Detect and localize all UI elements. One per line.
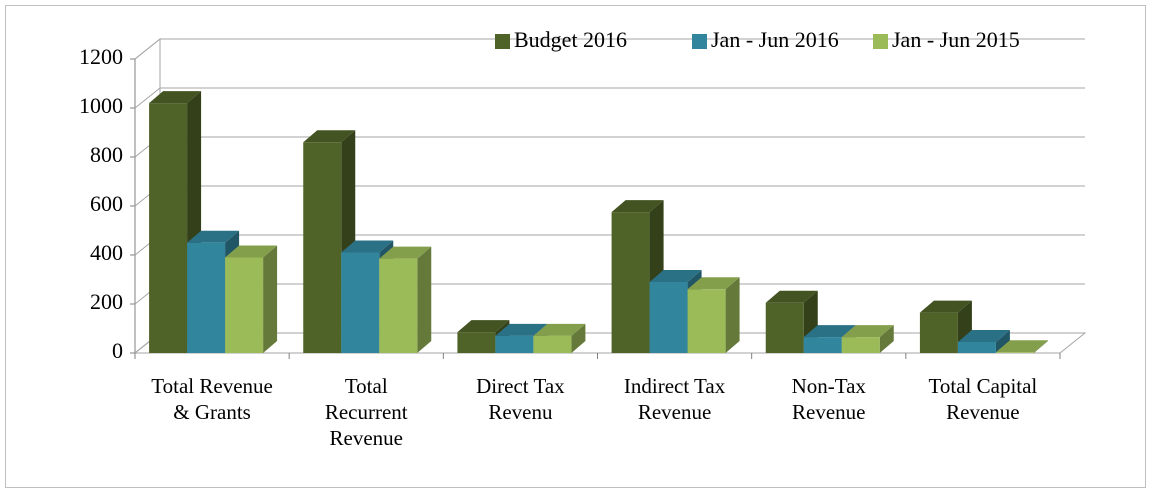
y-tick-label: 200 [90,289,123,314]
bar-front [149,103,188,353]
bar-front [649,281,688,353]
bar-top [649,269,702,282]
y-tick-label: 0 [112,338,123,363]
bar-side [725,277,740,353]
bar-front [919,312,958,353]
bar-side [417,246,432,353]
bar-front [495,335,534,353]
y-tick-label: 600 [90,191,123,216]
bar-top [841,325,894,338]
bar-top [995,340,1048,353]
bar-front [187,242,226,353]
x-tick-label: Total Recurrent Revenue [324,374,408,450]
grid-line [134,87,1085,109]
bar-top [957,329,1010,342]
bar-top [803,325,856,338]
bar [225,245,278,353]
legend-label: Jan - Jun 2015 [892,27,1020,52]
bar-top [187,230,240,243]
bar-top [611,200,664,213]
legend-swatch [873,34,888,49]
legend-label: Jan - Jun 2016 [711,27,839,52]
bar-top [457,320,510,333]
grid-line [134,234,1085,256]
bar-side [879,325,894,353]
bar-front [457,332,496,353]
bar-front [303,142,342,353]
bar-top [341,240,394,253]
x-tick-label: Total Capital Revenue [928,374,1038,424]
legend-label: Budget 2016 [514,27,627,52]
bar-front [533,335,572,353]
bar [533,323,586,353]
bar-top [533,323,586,336]
y-tick-label: 1200 [79,44,123,69]
y-tick-label: 400 [90,240,123,265]
bar-top [765,290,818,303]
bar [841,325,894,353]
bar-top [149,91,202,104]
x-tick-label: Total Revenue & Grants [151,374,273,424]
grid-line [134,38,1085,60]
x-tick-label: Non-Tax Revenue [791,374,866,424]
legend-swatch [692,34,707,49]
y-tick-label: 1000 [79,93,123,118]
bar-front [687,289,726,353]
bar [995,340,1048,353]
bar-side [1033,340,1048,353]
x-tick-label: Direct Tax Revenu [476,374,565,424]
grid-line [134,185,1085,207]
bar-front [995,352,1034,353]
bar-front [957,341,996,353]
frame [5,5,1146,488]
bar-front [803,337,842,353]
bar [919,300,972,353]
bar-front [379,258,418,353]
bar-front [611,212,650,353]
bar-side [995,329,1010,353]
bar-top [379,246,432,259]
bar-front [765,302,804,353]
bar [957,329,1010,353]
grid-line [134,136,1085,158]
bar [687,277,740,353]
bar-top [303,130,356,143]
bar-side [571,323,586,353]
bar-side [263,245,278,353]
bar-top [919,300,972,313]
bar-top [687,277,740,290]
bar-front [841,337,880,353]
legend-swatch [495,34,510,49]
bar-top [225,245,278,258]
bar-top [495,323,548,336]
y-tick-label: 800 [90,142,123,167]
x-tick-label: Indirect Tax Revenue [623,374,726,424]
bar-front [341,252,380,353]
bar-front [225,257,264,353]
bar [379,246,432,353]
